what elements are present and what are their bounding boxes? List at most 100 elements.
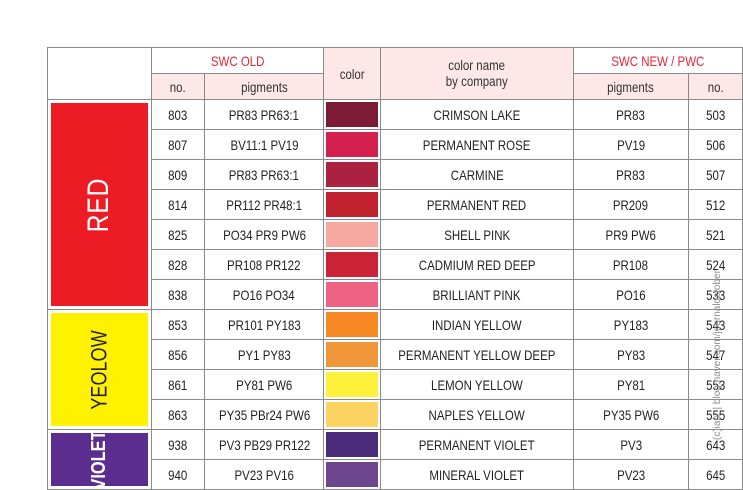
header-row-1: SWC OLD color color name by company SWC … [47, 47, 743, 100]
color-swatch [326, 252, 379, 277]
corner-cell [47, 47, 152, 100]
table-row: VIOLET 938 PV3 PB29 PR122 PERMANENT VIOL… [47, 429, 743, 490]
old-no-cell: 825 [150, 219, 206, 250]
new-pigments-cell: PY83 [572, 339, 689, 370]
new-no-cell: 645 [687, 459, 743, 490]
old-pigments-cell: PY35 PBr24 PW6 [204, 399, 325, 430]
color-swatch [326, 342, 379, 367]
color-swatch [326, 162, 379, 187]
violet-group-box: VIOLET [51, 431, 148, 489]
new-no-header: no. [687, 73, 743, 100]
old-pigments-cell: PO16 PO34 [204, 279, 325, 310]
old-pigments-cell: PR101 PY183 [204, 309, 325, 340]
old-no-header: no. [150, 73, 206, 100]
old-pigments-cell: BV11:1 PV19 [204, 129, 325, 160]
table-row: 807 BV11:1 PV19 PERMANENT ROSE PV19 506 [48, 129, 743, 160]
color-name-cell: SHELL PINK [380, 219, 574, 250]
color-swatch [326, 102, 379, 127]
new-no-cell: 506 [687, 129, 743, 160]
new-pigments-header: pigments [572, 73, 689, 100]
color-swatch [326, 192, 379, 217]
color-swatch-cell [323, 129, 382, 160]
color-name-cell: BRILLIANT PINK [380, 279, 574, 310]
new-pigments-cell: PR83 [572, 159, 689, 190]
new-no-cell: 553 [687, 369, 743, 400]
color-header: color [323, 47, 382, 100]
color-name-cell: INDIAN YELLOW [380, 309, 574, 340]
old-no-cell: 809 [150, 159, 206, 190]
old-pigments-cell: PR108 PR122 [204, 249, 325, 280]
color-name-line2: by company [446, 72, 508, 89]
new-no-cell: 533 [687, 279, 743, 310]
color-swatch-cell [323, 309, 382, 340]
color-swatch [326, 282, 379, 307]
color-name-cell: PERMANENT RED [380, 189, 574, 220]
color-swatch-cell [323, 429, 382, 460]
swc-old-header: SWC OLD [150, 47, 325, 74]
color-swatch-cell [323, 99, 382, 130]
new-no-cell: 512 [687, 189, 743, 220]
new-pigments-cell: PO16 [572, 279, 689, 310]
old-pigments-cell: PY1 PY83 [204, 339, 325, 370]
table-row: 809 PR83 PR63:1 CARMINE PR83 507 [48, 159, 743, 190]
color-name-header: color name by company [380, 47, 574, 100]
table-row: 863 PY35 PBr24 PW6 NAPLES YELLOW PY35 PW… [48, 399, 743, 430]
new-pigments-cell: PV23 [572, 459, 689, 490]
color-name-cell: PERMANENT YELLOW DEEP [380, 339, 574, 370]
group-label-violet: VIOLET [47, 429, 152, 490]
red-group-box: RED [51, 103, 148, 306]
color-swatch-cell [323, 219, 382, 250]
new-pigments-cell: PY183 [572, 309, 689, 340]
old-pigments-cell: PO34 PR9 PW6 [204, 219, 325, 250]
old-pigments-cell: PV23 PV16 [204, 459, 325, 490]
color-name-cell: CRIMSON LAKE [380, 99, 574, 130]
color-swatch [326, 312, 379, 337]
color-name-cell: CARMINE [380, 159, 574, 190]
old-pigments-cell: PV3 PB29 PR122 [204, 429, 325, 460]
new-pigments-cell: PV19 [572, 129, 689, 160]
old-no-cell: 856 [150, 339, 206, 370]
old-pigments-cell: PR112 PR48:1 [204, 189, 325, 220]
old-pigments-cell: PY81 PW6 [204, 369, 325, 400]
new-no-cell: 547 [687, 339, 743, 370]
table-row: 856 PY1 PY83 PERMANENT YELLOW DEEP PY83 … [48, 339, 743, 370]
new-pigments-cell: PR83 [572, 99, 689, 130]
table-row: 838 PO16 PO34 BRILLIANT PINK PO16 533 [48, 279, 743, 310]
new-pigments-cell: PV3 [572, 429, 689, 460]
color-name-cell: PERMANENT VIOLET [380, 429, 574, 460]
old-no-cell: 940 [150, 459, 206, 490]
table-row: YEOLOW 853 PR101 PY183 INDIAN YELLOW PY1… [47, 309, 743, 430]
table-row: 814 PR112 PR48:1 PERMANENT RED PR209 512 [48, 189, 743, 220]
color-swatch-cell [323, 249, 382, 280]
new-pigments-cell: PR209 [572, 189, 689, 220]
color-name-line1: color name [448, 57, 506, 74]
new-pigments-cell: PR108 [572, 249, 689, 280]
new-pigments-cell: PY35 PW6 [572, 399, 689, 430]
header-row-2: no. pigments pigments no. [48, 73, 743, 100]
new-no-cell: 524 [687, 249, 743, 280]
old-no-cell: 863 [150, 399, 206, 430]
color-swatch [326, 132, 379, 157]
color-swatch [326, 402, 379, 427]
color-name-cell: MINERAL VIOLET [380, 459, 574, 490]
old-no-cell: 853 [150, 309, 206, 340]
old-no-cell: 803 [150, 99, 206, 130]
color-swatch [326, 462, 379, 487]
group-label-red: RED [47, 99, 152, 310]
watermark: (c)ian. | blog.naver.com/journaloctober [712, 270, 723, 440]
old-no-cell: 838 [150, 279, 206, 310]
old-no-cell: 814 [150, 189, 206, 220]
table-row: 940 PV23 PV16 MINERAL VIOLET PV23 645 [48, 459, 743, 490]
new-no-cell: 543 [687, 309, 743, 340]
color-swatch-cell [323, 189, 382, 220]
color-swatch [326, 222, 379, 247]
new-no-cell: 503 [687, 99, 743, 130]
color-name-cell: CADMIUM RED DEEP [380, 249, 574, 280]
yellow-group-box: YEOLOW [51, 313, 148, 426]
old-no-cell: 828 [150, 249, 206, 280]
old-no-cell: 938 [150, 429, 206, 460]
new-pigments-cell: PR9 PW6 [572, 219, 689, 250]
color-swatch-cell [323, 339, 382, 370]
color-name-cell: LEMON YELLOW [380, 369, 574, 400]
table-row: 825 PO34 PR9 PW6 SHELL PINK PR9 PW6 521 [48, 219, 743, 250]
